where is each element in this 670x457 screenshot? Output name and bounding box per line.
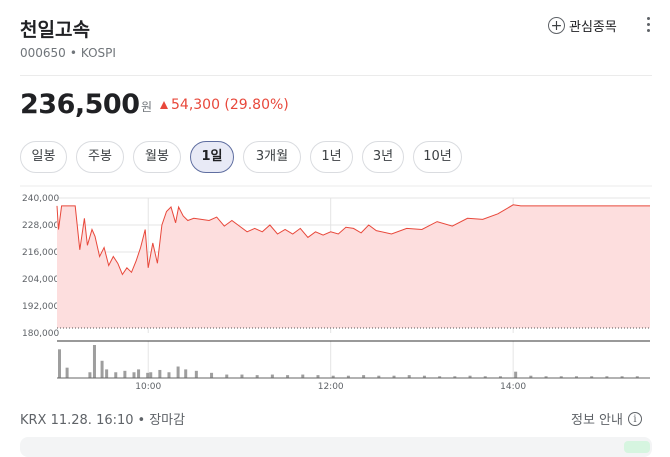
volume-bar — [65, 367, 69, 378]
tab-daily[interactable]: 일봉 — [20, 141, 67, 173]
price-change: 54,300 (29.80%) — [160, 97, 289, 113]
x-tick-label: 12:00 — [318, 382, 344, 392]
tab-10year[interactable]: 10년 — [413, 141, 462, 173]
tab-3year[interactable]: 3년 — [362, 141, 404, 173]
volume-bar — [225, 374, 229, 378]
exchange-time: KRX 11.28. 16:10 — [20, 413, 134, 428]
volume-bar — [377, 375, 381, 378]
volume-bar — [483, 376, 487, 378]
tab-1day[interactable]: 1일 — [190, 141, 234, 173]
volume-bar — [620, 376, 624, 378]
volume-bar — [92, 345, 96, 378]
volume-bar — [194, 370, 198, 378]
stock-market: KOSPI — [80, 46, 116, 60]
volume-bar — [574, 376, 578, 378]
volume-bar — [559, 376, 563, 378]
volume-bar — [407, 375, 411, 378]
price-area — [57, 204, 650, 329]
info-guide-link[interactable]: 정보 안내 i — [571, 409, 642, 428]
market-status: KRX 11.28. 16:10 • 장마감 — [20, 409, 185, 428]
volume-bar — [514, 371, 518, 378]
price-chart[interactable]: 240,000 228,000 216,000 204,000 192,000 180,0… — [0, 185, 670, 395]
volume-bar — [167, 372, 171, 378]
volume-bar — [635, 376, 639, 378]
y-tick-label: 240,000 — [22, 194, 59, 204]
volume-bar — [346, 375, 350, 378]
volume-bar — [301, 374, 305, 378]
volume-bar — [362, 375, 366, 378]
y-tick-label: 192,000 — [22, 302, 59, 312]
y-tick-label: 180,000 — [22, 329, 59, 339]
volume-bar — [149, 372, 153, 378]
volume-bar — [137, 369, 141, 378]
volume-bar — [132, 372, 136, 378]
status-label: 장마감 — [149, 413, 186, 428]
separator-dot: • — [69, 46, 77, 60]
volume-bar — [468, 375, 472, 378]
info-guide-label: 정보 안내 — [571, 413, 623, 428]
info-icon: i — [627, 411, 642, 426]
volume-bar — [176, 366, 180, 378]
next-panel — [20, 437, 652, 457]
volume-bar — [331, 375, 335, 378]
volume-bar — [529, 375, 533, 378]
volume-bar — [270, 374, 274, 378]
next-panel-badge — [624, 441, 650, 453]
add-favorite-label: 관심종목 — [569, 20, 617, 35]
plus-icon: + — [548, 17, 565, 34]
x-tick-label: 10:00 — [135, 382, 161, 392]
up-arrow-icon — [160, 101, 168, 109]
volume-bar — [498, 376, 502, 378]
volume-bar — [255, 375, 259, 378]
volume-bar — [123, 370, 127, 378]
volume-bar — [100, 360, 104, 378]
volume-bar — [453, 376, 457, 378]
volume-bar — [146, 372, 150, 378]
volume-bar — [240, 374, 244, 378]
stock-name: 천일고속 — [20, 19, 90, 41]
tab-1year[interactable]: 1년 — [310, 141, 353, 173]
volume-bar — [422, 375, 426, 378]
volume-bar — [590, 376, 594, 378]
x-tick-label: 14:00 — [500, 382, 526, 392]
y-tick-label: 204,000 — [22, 275, 59, 285]
add-favorite-button[interactable]: + 관심종목 — [548, 16, 617, 35]
y-tick-label: 216,000 — [22, 248, 59, 258]
tab-weekly[interactable]: 주봉 — [76, 141, 124, 173]
stock-code: 000650 — [20, 46, 66, 60]
y-tick-label: 228,000 — [22, 221, 59, 231]
volume-bar — [58, 349, 61, 378]
volume-bar — [316, 375, 320, 378]
volume-bar — [105, 369, 109, 378]
more-options-icon[interactable] — [646, 17, 652, 35]
volume-bar — [158, 369, 162, 378]
volume-bar — [88, 372, 92, 378]
tab-monthly[interactable]: 월봉 — [133, 141, 181, 173]
volume-bar — [210, 372, 214, 378]
tab-3month[interactable]: 3개월 — [243, 141, 301, 173]
volume-bar — [544, 376, 548, 378]
current-price: 236,500 — [20, 89, 140, 120]
divider — [20, 75, 652, 76]
separator-dot: • — [137, 413, 146, 428]
price-change-value: 54,300 (29.80%) — [171, 97, 289, 113]
volume-bar — [286, 375, 290, 378]
volume-bar — [438, 376, 442, 378]
volume-bar — [605, 376, 609, 378]
currency-unit: 원 — [141, 100, 153, 114]
volume-bar — [392, 375, 396, 378]
volume-bar — [114, 372, 118, 378]
stock-subtitle: 000650 • KOSPI — [20, 46, 116, 60]
price-line — [56, 204, 650, 276]
range-tabs: 일봉 주봉 월봉 1일 3개월 1년 3년 10년 — [20, 141, 471, 173]
volume-bar — [184, 369, 188, 378]
